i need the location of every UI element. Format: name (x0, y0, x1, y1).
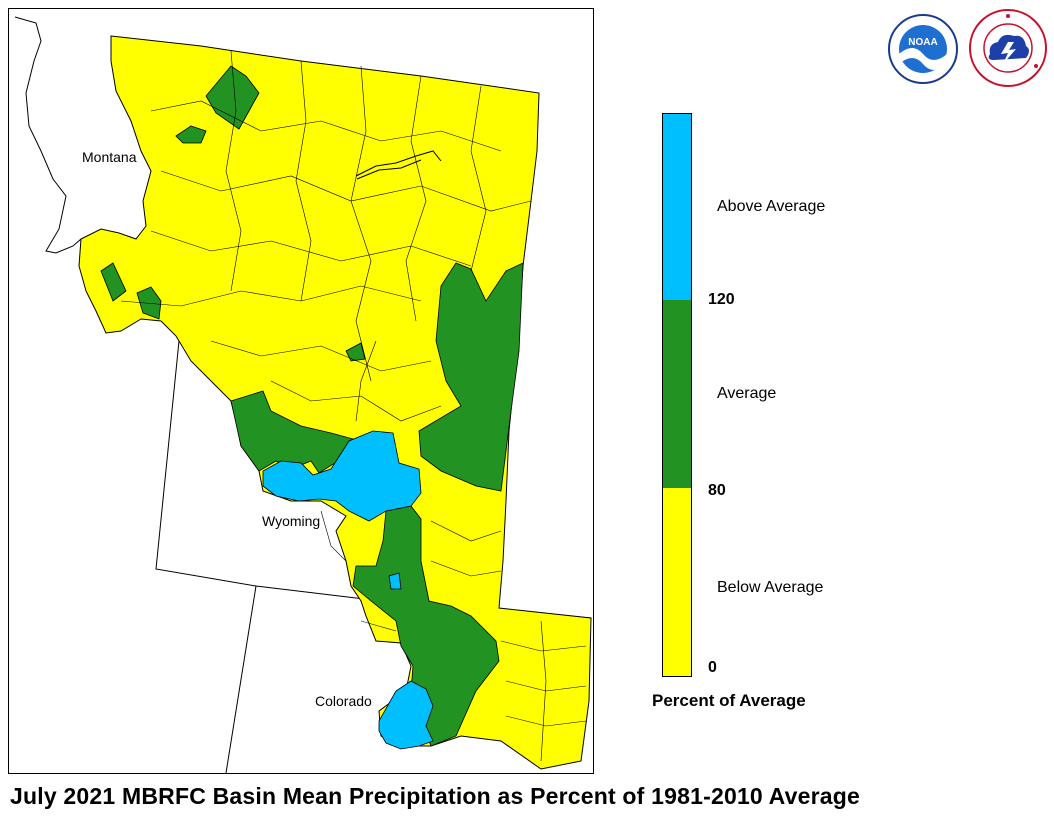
legend-tick-0: 0 (708, 659, 717, 676)
map-caption: July 2021 MBRFC Basin Mean Precipitation… (10, 783, 860, 809)
legend-label-average: Average (717, 385, 777, 402)
state-label-wyoming: Wyoming (262, 513, 321, 529)
state-label-montana: Montana (82, 149, 137, 165)
basin-map-svg (14, 16, 592, 773)
basin-map: Montana Wyoming Colorado (8, 8, 594, 774)
nws-logo-icon (969, 9, 1047, 87)
above-average-regions (262, 430, 434, 750)
noaa-logo-icon: NOAA (888, 14, 958, 84)
average-regions (100, 65, 524, 747)
basin-boundaries (120, 50, 587, 762)
river-lines (355, 150, 442, 180)
legend-average-swatch (663, 300, 691, 488)
svg-text:NOAA: NOAA (908, 37, 937, 48)
legend-title: Percent of Average (652, 691, 806, 710)
legend-label-above-average: Above Average (717, 198, 826, 215)
legend-tick-80: 80 (708, 482, 726, 499)
legend-above-average-swatch (663, 114, 691, 300)
state-label-colorado: Colorado (315, 693, 372, 709)
legend-color-bar (662, 113, 692, 677)
below-average-region (78, 35, 592, 770)
legend-below-average-swatch (663, 488, 691, 676)
legend-label-below-average: Below Average (717, 579, 824, 596)
legend-tick-120: 120 (708, 291, 735, 308)
